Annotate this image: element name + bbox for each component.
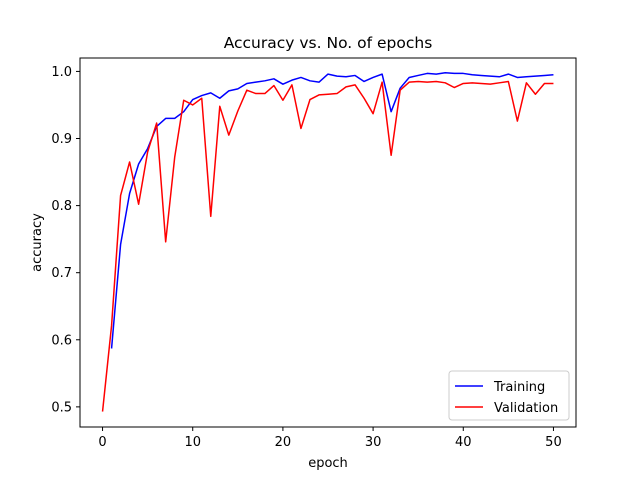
x-tick-label: 50 (545, 435, 562, 450)
y-tick-label: 0.7 (51, 266, 72, 281)
x-tick-label: 0 (98, 435, 106, 450)
x-tick-label: 40 (455, 435, 472, 450)
y-axis-label: accuracy (30, 213, 45, 272)
y-tick-label: 0.9 (51, 132, 72, 147)
plot-area (101, 72, 554, 412)
x-tick-label: 10 (184, 435, 201, 450)
x-axis-ticks: 0 10 20 30 40 50 (98, 427, 562, 450)
y-tick-label: 0.6 (51, 333, 72, 348)
chart-title: Accuracy vs. No. of epochs (224, 34, 433, 52)
legend-label-training: Training (493, 380, 545, 395)
y-tick-label: 0.8 (51, 199, 72, 214)
x-axis-label: epoch (308, 456, 348, 471)
series-line-validation (101, 80, 554, 412)
series-line-training (110, 72, 554, 349)
plot-frame (79, 57, 577, 428)
y-axis-ticks: 0.5 0.6 0.7 0.8 0.9 1.0 (51, 65, 80, 415)
legend: Training Validation (448, 370, 570, 421)
y-tick-label: 0.5 (51, 400, 72, 415)
y-tick-label: 1.0 (51, 65, 72, 80)
x-tick-label: 30 (365, 435, 382, 450)
x-tick-label: 20 (275, 435, 292, 450)
legend-label-validation: Validation (494, 401, 558, 416)
